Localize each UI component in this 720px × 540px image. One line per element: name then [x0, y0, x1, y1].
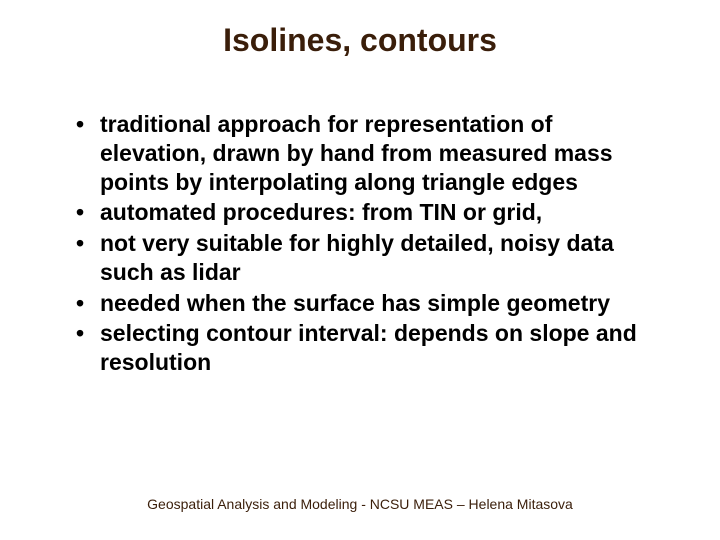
- list-item: not very suitable for highly detailed, n…: [70, 229, 660, 287]
- slide-body: traditional approach for representation …: [70, 110, 660, 379]
- list-item: needed when the surface has simple geome…: [70, 289, 660, 318]
- slide-footer: Geospatial Analysis and Modeling - NCSU …: [0, 496, 720, 512]
- slide-title: Isolines, contours: [0, 22, 720, 59]
- slide: Isolines, contours traditional approach …: [0, 0, 720, 540]
- list-item: traditional approach for representation …: [70, 110, 660, 196]
- list-item: automated procedures: from TIN or grid,: [70, 198, 660, 227]
- bullet-list: traditional approach for representation …: [70, 110, 660, 377]
- list-item: selecting contour interval: depends on s…: [70, 319, 660, 377]
